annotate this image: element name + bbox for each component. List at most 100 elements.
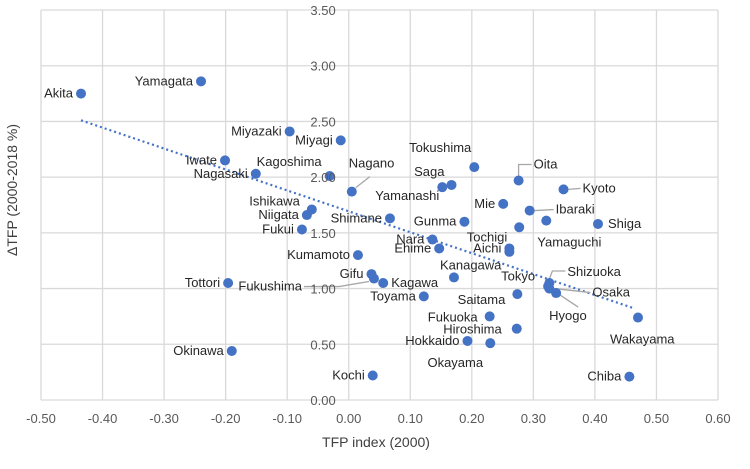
data-point: [462, 335, 473, 346]
data-point: [284, 126, 295, 137]
data-point: [524, 205, 535, 216]
point-label: Kumamoto: [287, 247, 350, 262]
leader-lines: [303, 163, 591, 308]
point-label: Ishikawa: [249, 193, 300, 208]
data-point: [558, 184, 569, 195]
data-point: [624, 371, 635, 382]
data-point: [484, 311, 495, 322]
point-label: Hiroshima: [443, 322, 502, 337]
x-tick-label: -0.20: [211, 411, 241, 426]
y-tick-label: 2.50: [310, 114, 335, 129]
data-point: [384, 213, 395, 224]
data-point: [346, 186, 357, 197]
data-point: [469, 162, 480, 173]
point-label: Hokkaido: [405, 333, 459, 348]
data-point: [76, 88, 87, 99]
x-tick-label: 0.30: [521, 411, 546, 426]
data-point: [223, 278, 234, 288]
data-point: [513, 175, 524, 186]
x-axis-title: TFP index (2000): [322, 434, 430, 450]
data-point: [448, 272, 459, 283]
data-point: [434, 243, 445, 254]
point-label: Niigata: [258, 207, 299, 222]
data-point: [446, 179, 457, 190]
x-tick-label: 0.60: [705, 411, 730, 426]
gridlines: [40, 9, 719, 401]
data-point: [512, 289, 523, 300]
y-tick-label: 0.50: [310, 337, 335, 352]
point-label: Kagoshima: [257, 154, 323, 169]
leader-line: [568, 187, 581, 191]
data-point: [498, 198, 509, 209]
y-tick-label: 3.00: [310, 59, 335, 74]
tick-labels: -0.50 -0.40 -0.30 -0.20 -0.10 0.00 0.10 0.20 0.3…: [26, 3, 730, 426]
x-tick-label: 0.40: [582, 411, 607, 426]
point-label: Gifu: [340, 266, 364, 281]
y-tick-label: 1.00: [310, 282, 335, 297]
point-label: Hyogo: [549, 308, 587, 323]
x-tick-label: -0.40: [88, 411, 118, 426]
data-point: [511, 323, 522, 334]
point-label: Saga: [414, 164, 445, 179]
point-label: Fukui: [262, 222, 294, 237]
data-point: [250, 168, 261, 179]
x-tick-label: -0.10: [272, 411, 302, 426]
point-label: Nara: [396, 232, 425, 247]
data-point: [324, 171, 335, 182]
leader-line: [554, 287, 591, 294]
point-label: Mie: [474, 196, 495, 211]
leader-line: [548, 270, 566, 280]
data-point: [459, 216, 470, 227]
leader-line: [559, 294, 579, 308]
point-label: Chiba: [587, 369, 622, 384]
x-tick-label: 0.10: [398, 411, 423, 426]
data-point: [551, 288, 562, 299]
point-label: Gunma: [414, 214, 457, 229]
point-label: Yamagata: [135, 73, 194, 88]
data-point: [196, 76, 207, 87]
point-label: Fukuoka: [428, 309, 479, 324]
y-tick-label: 2.00: [310, 170, 335, 185]
point-labels: Akita Yamagata Miyazaki Miyagi IwateNagasaki…: [44, 73, 675, 383]
point-label: Shizuoka: [567, 264, 621, 279]
point-label: Oita: [534, 156, 559, 171]
point-label: Okayama: [427, 355, 483, 370]
x-tick-label: -0.30: [149, 411, 179, 426]
data-point: [352, 250, 363, 261]
point-label: Shiga: [608, 216, 642, 231]
point-label: Osaka: [592, 285, 630, 300]
y-tick-label: 0.00: [310, 393, 335, 408]
point-label: Wakayama: [610, 332, 675, 347]
data-point: [368, 273, 379, 284]
x-tick-label: 0.20: [459, 411, 484, 426]
data-point: [632, 312, 643, 323]
y-axis-title: ΔTFP (2000-2018 %): [4, 124, 20, 256]
point-label: Tokyo: [501, 268, 535, 283]
data-point: [335, 135, 346, 146]
x-tick-label: 0.50: [644, 411, 669, 426]
y-tick-label: 3.50: [310, 3, 335, 18]
x-tick-label: -0.50: [26, 411, 56, 426]
data-point: [541, 215, 552, 226]
data-point: [514, 222, 525, 233]
point-label: Nagasaki: [194, 166, 248, 181]
data-point: [504, 246, 515, 257]
point-label: Yamanashi: [375, 188, 439, 203]
data-point: [301, 210, 312, 221]
point-label: Tottori: [185, 275, 221, 290]
data-point: [296, 224, 307, 235]
data-point: [437, 182, 448, 193]
point-label: Tokushima: [409, 140, 472, 155]
data-point: [592, 218, 603, 229]
leader-line: [355, 176, 371, 189]
point-label: Ehime: [394, 240, 431, 255]
point-label: Miyazaki: [231, 123, 282, 138]
point-label: Kochi: [332, 367, 365, 382]
point-label: Ibaraki: [556, 202, 595, 217]
data-point: [367, 370, 378, 381]
point-label: Okinawa: [173, 343, 224, 358]
point-label: Tochigi: [467, 229, 508, 244]
data-point: [378, 278, 389, 288]
point-label: Akita: [44, 86, 74, 101]
